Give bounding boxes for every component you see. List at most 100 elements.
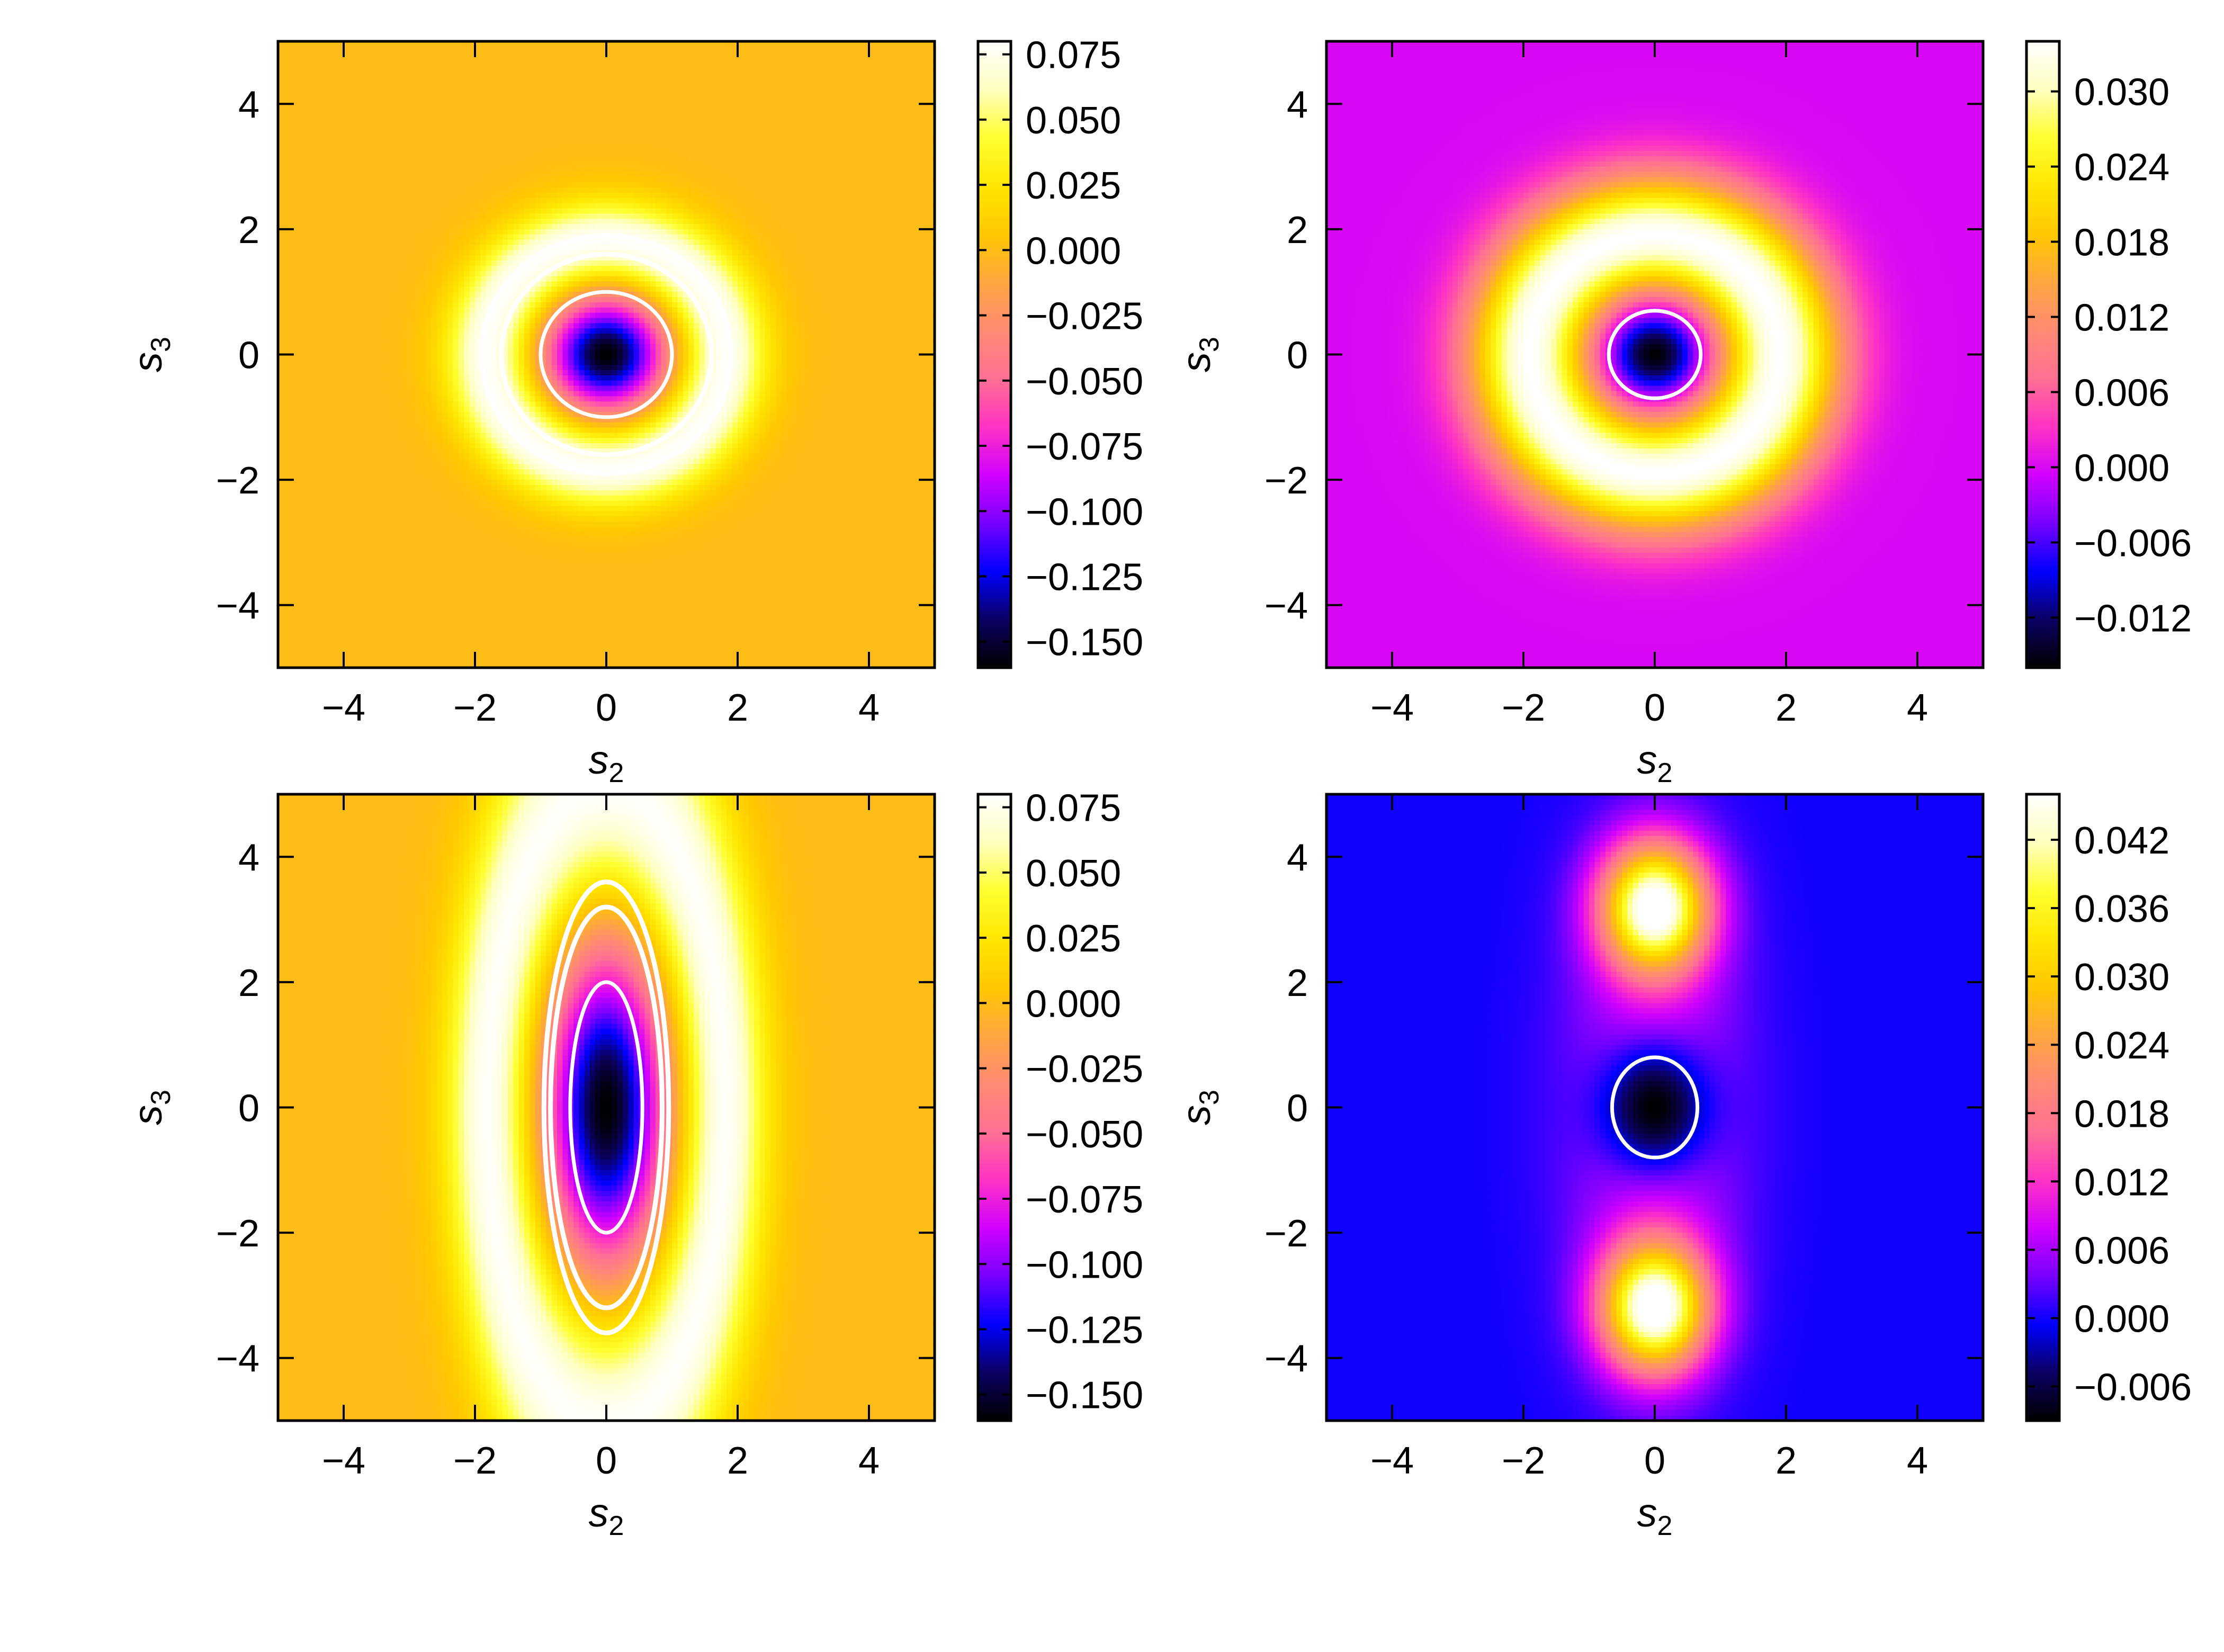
heatmap-cell [316,47,322,52]
heatmap-cell [398,67,404,73]
heatmap-cell [721,78,727,84]
heatmap-cell [770,104,776,110]
heatmap-cell [639,73,645,78]
heatmap-cell [612,83,617,89]
heatmap-cell [590,88,596,94]
heatmap-cell [447,67,453,73]
heatmap-cell [333,88,338,94]
heatmap-cell [420,47,426,52]
heatmap-cell [634,88,640,94]
heatmap-cell [573,94,579,100]
heatmap-cell [782,67,787,73]
heatmap-cell [683,62,689,68]
heatmap-cell [831,83,837,89]
heatmap-cell [546,88,552,94]
heatmap-cell [825,104,831,110]
heatmap-cell [486,73,492,78]
heatmap-cell [727,88,732,94]
heatmap-cell [552,98,558,104]
heatmap-cell [907,73,913,78]
heatmap-cell [464,67,470,73]
heatmap-cell [453,52,459,58]
heatmap-cell [426,73,432,78]
heatmap-cell [710,62,716,68]
heatmap-cell [814,94,820,100]
heatmap-cell [710,73,716,78]
heatmap-cell [557,83,563,89]
heatmap-cell [809,73,814,78]
heatmap-cell [376,104,382,110]
heatmap-cell [382,83,388,89]
heatmap-cell [727,73,732,78]
heatmap-cell [841,73,847,78]
heatmap-cell [913,78,919,84]
heatmap-cell [644,67,650,73]
heatmap-cell [535,62,541,68]
heatmap-cell [453,98,459,104]
heatmap-cell [475,94,481,100]
heatmap-cell [382,57,388,63]
heatmap-cell [486,67,492,73]
heatmap-cell [650,67,656,73]
heatmap-cell [311,57,317,63]
heatmap-cell [595,57,601,63]
heatmap-cell [294,88,300,94]
heatmap-cell [700,57,705,63]
heatmap-cell [754,67,760,73]
heatmap-cell [437,57,443,63]
heatmap-cell [688,104,694,110]
heatmap-cell [475,83,481,89]
heatmap-cell [333,109,338,115]
heatmap-cell [585,88,590,94]
heatmap-cell [710,88,716,94]
heatmap-cell [776,98,782,104]
heatmap-cell [727,67,732,73]
heatmap-cell [606,94,612,100]
heatmap-cell [415,88,420,94]
heatmap-cell [486,62,492,68]
heatmap-cell [382,109,388,115]
heatmap-cell [530,94,535,100]
heatmap-cell [524,67,530,73]
heatmap-cell [289,78,295,84]
heatmap-cell [365,94,371,100]
heatmap-cell [896,88,902,94]
heatmap-cell [677,94,683,100]
heatmap-cell [853,104,858,110]
heatmap-cell [491,73,497,78]
heatmap-cell [913,47,919,52]
heatmap-cell [568,83,574,89]
heatmap-cell [650,94,656,100]
heatmap-cell [644,52,650,58]
heatmap-cell [568,57,574,63]
heatmap-cell [847,94,853,100]
heatmap-cell [486,88,492,94]
heatmap-cell [552,62,558,68]
heatmap-cell [716,88,722,94]
heatmap-cell [562,67,568,73]
heatmap-cell [634,52,640,58]
heatmap-cell [902,67,908,73]
heatmap-cell [732,62,738,68]
heatmap-cell [420,83,426,89]
heatmap-cell [923,78,929,84]
heatmap-cell [776,94,782,100]
heatmap-cell [759,67,765,73]
heatmap-cell [644,78,650,84]
heatmap-cell [776,104,782,110]
heatmap-cell [694,98,700,104]
heatmap-cell [535,47,541,52]
heatmap-cell [535,57,541,63]
heatmap-cell [634,62,640,68]
heatmap-cell [644,73,650,78]
heatmap-cell [585,73,590,78]
heatmap-cell [453,94,459,100]
heatmap-cell [606,62,612,68]
heatmap-cell [694,67,700,73]
heatmap-cell [426,83,432,89]
heatmap-cell [480,62,486,68]
heatmap-cell [907,78,913,84]
heatmap-cell [459,62,464,68]
heatmap-cell [661,73,667,78]
heatmap-cell [776,73,782,78]
